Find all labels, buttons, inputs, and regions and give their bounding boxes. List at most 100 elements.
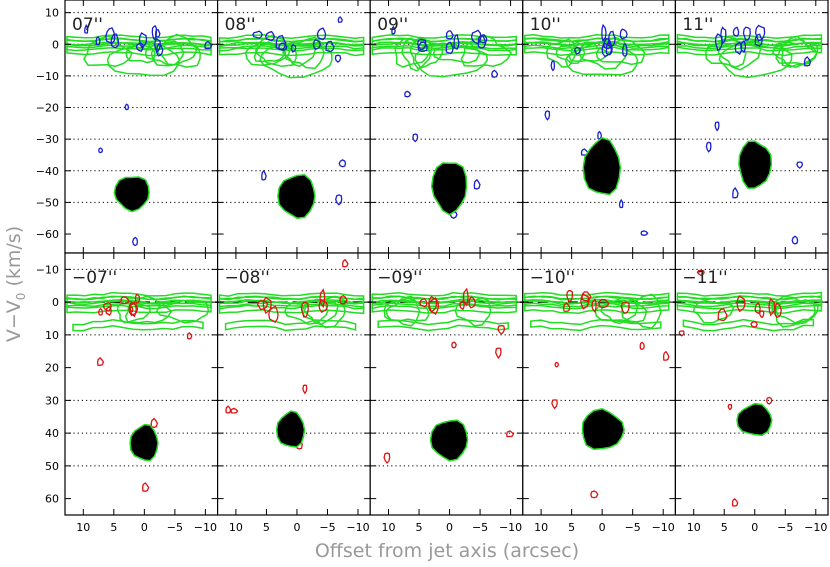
jet-knot [566, 290, 574, 302]
cloud-emission-contours [371, 291, 517, 332]
noise-speck [339, 294, 348, 305]
jet-outer-contour [277, 174, 316, 219]
x-tick-label: 5 [568, 521, 575, 534]
cloud-contour [244, 34, 297, 68]
noise-speck [696, 269, 705, 277]
panel-background [65, 253, 218, 515]
cloud-contour [432, 42, 481, 64]
jet-knot [428, 295, 438, 313]
panel-ticks [522, 0, 676, 253]
jet-knot [275, 34, 287, 51]
cloud-contour [106, 41, 181, 77]
noise-speck [404, 90, 412, 98]
jet-knot [416, 38, 427, 51]
jet-knot [736, 295, 746, 313]
jet-knot [154, 37, 161, 53]
noise-speck [302, 384, 308, 395]
cloud-contour [595, 38, 646, 66]
jet-knot [754, 33, 763, 47]
panel-ticks [65, 253, 218, 515]
cloud-contour [771, 295, 819, 328]
jet-knot [419, 298, 428, 308]
y-tick-label: 10 [45, 329, 59, 342]
y-tick-label: 0 [52, 296, 59, 309]
noise-speck [803, 55, 812, 67]
x-tick-label: 5 [721, 521, 728, 534]
cloud-contour [125, 40, 156, 64]
x-tick-label: 0 [293, 521, 300, 534]
jet-knot [774, 302, 782, 319]
jet-knot [318, 299, 329, 313]
x-tick-label: −10 [652, 521, 675, 534]
noise-speck [96, 357, 105, 366]
jet-knot [290, 43, 297, 53]
x-tick-label: −5 [319, 521, 335, 534]
x-tick-label: 10 [76, 521, 90, 534]
panel-label: −11'' [682, 268, 727, 288]
noise-speck [714, 121, 720, 132]
panel-ticks [217, 0, 371, 253]
noise-speck [261, 169, 267, 181]
x-tick-label: −5 [167, 521, 183, 534]
panel-bottom-3: −09'' 10 5 0 −5 −10 [369, 252, 524, 534]
jet-knot [151, 25, 158, 41]
jet-outer-contour [275, 410, 306, 448]
cloud-emission-contours [676, 291, 823, 332]
y-tick-label: −60 [36, 228, 59, 241]
noise-speck [640, 230, 649, 236]
cloud-contour [524, 302, 670, 314]
jet-knot [754, 302, 761, 315]
panel-top-1: 07'' [64, 0, 219, 254]
cloud-contour [530, 318, 662, 332]
jet-knot [459, 299, 465, 311]
jet-outer-contour [113, 176, 150, 213]
noise-speck [334, 54, 342, 63]
jet-knot [105, 27, 116, 45]
noise-speck [128, 306, 134, 313]
noise-speck [97, 307, 104, 316]
y-tick-label: −50 [36, 196, 59, 209]
y-tick-label: 40 [45, 427, 59, 440]
cloud-contour [555, 41, 586, 64]
panel-label: −07'' [72, 268, 117, 288]
noise-speck [335, 194, 343, 206]
cloud-contour [259, 44, 333, 79]
jet-outer-contour [429, 419, 469, 462]
panel-bottom-1: −07'' 10 5 0 −5 −10 [64, 252, 219, 534]
x-tick-label: −10 [346, 521, 369, 534]
jet-knot [574, 46, 581, 55]
panel-label: −08'' [225, 268, 270, 288]
y-tick-label: −10 [36, 263, 59, 276]
cloud-contour [377, 318, 509, 332]
noise-speck [550, 59, 556, 72]
cloud-contour [144, 40, 185, 66]
cloud-contour [718, 43, 793, 79]
jet-outer-contour [738, 140, 773, 189]
jet-outer-contour [430, 162, 468, 216]
noise-speck [337, 16, 343, 23]
jet-knot [120, 296, 130, 305]
panel-bottom-4: −10'' 10 5 0 −5 −10 [522, 252, 676, 534]
cloud-contour [621, 293, 662, 329]
jet-knot [278, 42, 288, 51]
cloud-contour [676, 291, 823, 301]
noise-speck [141, 482, 150, 492]
noise-speck [342, 258, 349, 268]
jet-knot [134, 293, 141, 305]
noise-speck [766, 396, 773, 405]
jet-knot [601, 23, 607, 43]
noise-speck [451, 341, 457, 349]
jet-knot [268, 305, 279, 324]
jet-knot [154, 29, 161, 38]
y-tick-label: −40 [36, 165, 59, 178]
jet-knot [732, 26, 740, 37]
noise-speck [495, 347, 502, 360]
jet-outer-contour [581, 408, 625, 450]
jet-knot [417, 41, 428, 53]
noise-speck [791, 235, 799, 245]
panel-ticks [65, 0, 218, 253]
jet-knot [714, 33, 723, 52]
noise-speck [497, 325, 506, 335]
jet-outer-contour [129, 423, 159, 462]
